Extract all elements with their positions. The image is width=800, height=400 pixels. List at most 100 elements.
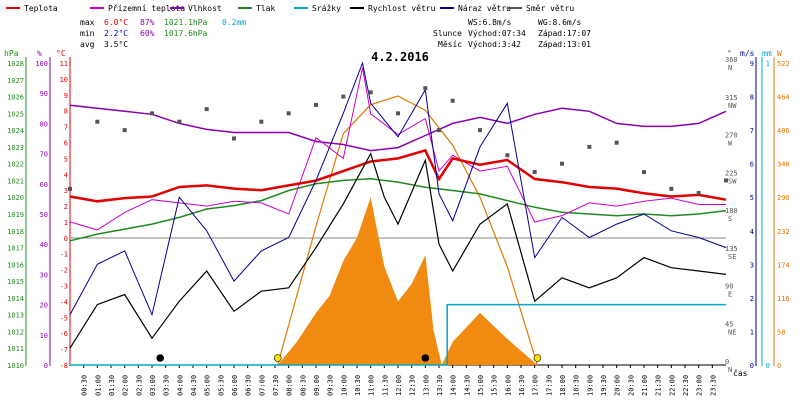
mm-unit: mm xyxy=(762,49,772,58)
rychlost-vetru-line xyxy=(69,152,727,349)
moonset-marker xyxy=(421,354,430,362)
time-tick-label: 20:30 xyxy=(627,375,635,396)
stats-avg-temp: 3.5°C xyxy=(104,40,128,49)
time-tick-label: 20:00 xyxy=(614,375,622,396)
stats-max-rain: 0.2mm xyxy=(222,18,246,27)
c-tick-label: -6 xyxy=(60,330,68,338)
ms-tick-label: 7 xyxy=(750,127,754,135)
pct-tick-label: 90 xyxy=(40,90,48,98)
moonrise-marker xyxy=(156,354,164,362)
time-tick-label: 14:30 xyxy=(463,375,471,396)
stats-block: max 6.0°C 87% 1021.1hPa 0.2mm min 2.2°C … xyxy=(80,18,246,49)
time-tick-label: 12:30 xyxy=(409,375,417,396)
dir-tick-label: N xyxy=(728,366,732,374)
pct-tick-label: 100 xyxy=(35,60,48,68)
pct-tick-label: 10 xyxy=(40,332,48,340)
time-tick-label: 13:30 xyxy=(436,375,444,396)
legend-label: Vlhkost xyxy=(188,4,222,13)
w-tick-label: 58 xyxy=(777,328,785,336)
time-tick-label: 10:30 xyxy=(354,375,362,396)
dir-tick-label: W xyxy=(728,140,733,148)
info-moonset: Západ:13:01 xyxy=(538,40,591,49)
time-tick-label: 03:30 xyxy=(163,375,171,396)
time-tick-label: 23:30 xyxy=(709,375,717,396)
w-tick-label: 116 xyxy=(777,295,790,303)
smer-vetru-point xyxy=(341,94,346,99)
dir-tick-value: 135 xyxy=(725,245,738,253)
pct-tick-label: 50 xyxy=(40,211,48,219)
smer-vetru-point xyxy=(368,90,373,95)
hpa-tick-label: 1024 xyxy=(7,127,24,135)
c-tick-label: 1 xyxy=(64,219,68,227)
stats-min-label: min xyxy=(80,29,95,38)
time-tick-label: 07:00 xyxy=(258,375,266,396)
ms-tick-label: 3 xyxy=(750,261,754,269)
prizemni-teplota-line xyxy=(69,67,726,231)
srazky-line xyxy=(70,303,726,366)
c-tick-label: 6 xyxy=(64,139,68,147)
stats-max-label: max xyxy=(80,18,95,27)
smer-vetru-point xyxy=(423,86,428,91)
hpa-tick-label: 1016 xyxy=(7,261,24,269)
time-tick-label: 21:30 xyxy=(655,375,663,396)
smer-vetru-point xyxy=(505,153,510,158)
legend-label: Rychlost větru xyxy=(368,4,436,13)
time-tick-label: 07:30 xyxy=(272,375,280,396)
teplota-line xyxy=(69,148,727,203)
time-tick-label: 02:00 xyxy=(122,375,130,396)
smer-vetru-point xyxy=(150,111,154,116)
c-tick-label: 0 xyxy=(64,235,68,243)
smer-vetru-point xyxy=(177,119,182,124)
pct-unit: % xyxy=(37,49,42,58)
smer-vetru-point xyxy=(204,107,209,112)
w-tick-label: 522 xyxy=(777,60,790,68)
w-tick-label: 464 xyxy=(777,94,790,102)
dir-tick-value: 0 xyxy=(725,358,729,366)
w-tick-label: 406 xyxy=(777,127,790,135)
slunce-area xyxy=(70,197,726,365)
dir-tick-value: 270 xyxy=(725,132,738,140)
dir-tick-label: N xyxy=(728,64,732,72)
dir-tick-label: NE xyxy=(728,328,736,336)
ms-tick-label: 0 xyxy=(750,362,754,370)
legend-label: Srážky xyxy=(312,4,341,13)
axis-unit-headers: hPa % °C ° m/s mm W xyxy=(4,49,782,58)
sunset-marker xyxy=(533,354,542,362)
stats-max-hum: 87% xyxy=(140,18,155,27)
time-tick-label: 17:00 xyxy=(532,375,540,396)
c-tick-label: -2 xyxy=(60,267,68,275)
c-tick-label: 4 xyxy=(64,171,68,179)
dir-tick-label: SW xyxy=(728,177,737,185)
stats-min-temp: 2.2°C xyxy=(104,29,128,38)
legend-label: Přízemní teplota xyxy=(108,4,185,13)
smer-vetru-point xyxy=(724,178,728,183)
smer-vetru-point xyxy=(669,186,674,191)
dir-tick-label: NW xyxy=(728,102,737,110)
hpa-tick-label: 1022 xyxy=(7,161,24,169)
smer-vetru-point xyxy=(122,128,127,133)
time-tick-label: 01:00 xyxy=(94,375,102,396)
smer-vetru-point xyxy=(437,128,441,133)
c-tick-label: -3 xyxy=(60,283,68,291)
time-tick-label: 11:00 xyxy=(368,375,376,396)
hpa-tick-label: 1019 xyxy=(7,211,24,219)
time-tick-label: 14:00 xyxy=(450,375,458,396)
time-tick-label: 17:30 xyxy=(545,375,553,396)
legend-item-srazky: Srážky xyxy=(294,4,341,13)
time-tick-label: 18:00 xyxy=(559,375,567,396)
time-tick-label: 21:00 xyxy=(641,375,649,396)
hpa-tick-label: 1026 xyxy=(7,94,24,102)
c-tick-label: 5 xyxy=(64,155,68,163)
smer-vetru-point xyxy=(314,102,318,107)
hpa-tick-label: 1018 xyxy=(7,228,24,236)
time-tick-label: 06:30 xyxy=(245,375,253,396)
pct-tick-label: 40 xyxy=(40,241,48,249)
c-tick-label: 9 xyxy=(64,92,68,100)
legend-label: Směr větru xyxy=(526,4,574,13)
info-sun-label: Slunce xyxy=(433,29,462,38)
deg-unit: ° xyxy=(727,49,732,58)
c-tick-label: -7 xyxy=(60,346,68,354)
w-tick-label: 232 xyxy=(777,228,790,236)
ms-unit: m/s xyxy=(740,49,755,58)
